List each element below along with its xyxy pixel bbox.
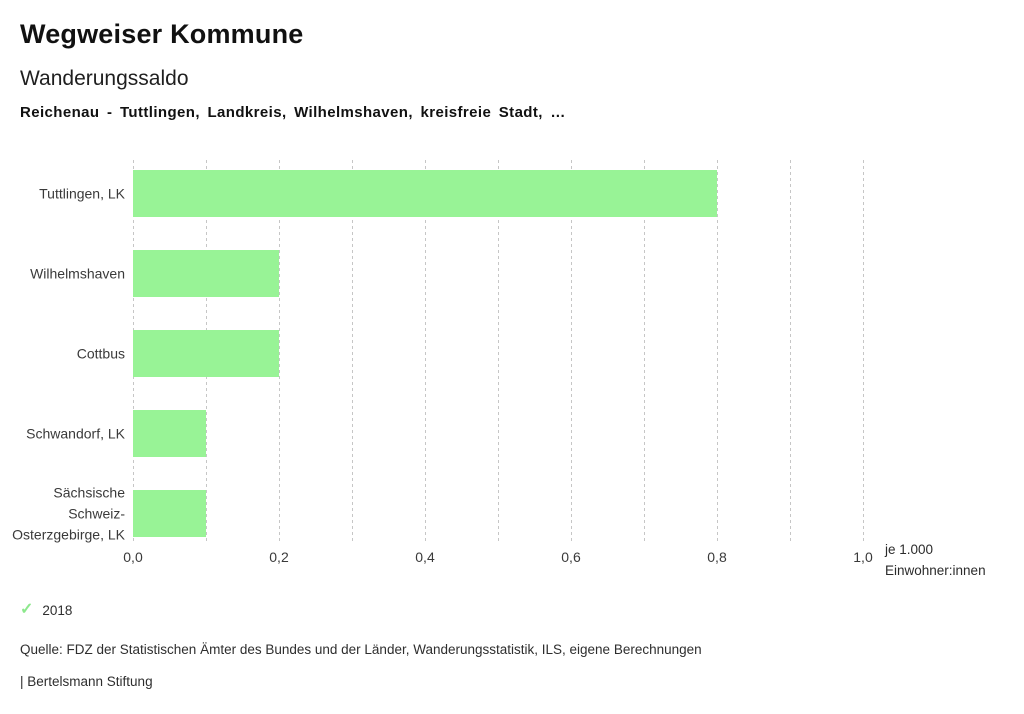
category-label: Wilhelmshaven bbox=[30, 265, 125, 281]
gridline bbox=[717, 160, 718, 541]
legend-year-toggle[interactable]: ✓ 2018 bbox=[20, 602, 72, 618]
category-label: Schwandorf, LK bbox=[26, 425, 125, 441]
gridline bbox=[352, 160, 353, 541]
x-tick-label: 1,0 bbox=[853, 549, 873, 565]
legend-year-label: 2018 bbox=[42, 602, 73, 618]
source-note: Quelle: FDZ der Statistischen Ämter des … bbox=[20, 642, 702, 657]
gridline bbox=[498, 160, 499, 541]
x-tick-label: 0,6 bbox=[561, 549, 581, 565]
x-axis-ticks: 0,0 0,2 0,4 0,6 0,8 1,0 bbox=[123, 549, 872, 567]
x-tick-label: 0,4 bbox=[415, 549, 435, 565]
bar[interactable] bbox=[133, 330, 279, 377]
check-icon: ✓ bbox=[20, 601, 34, 618]
indicator-title: Wanderungssaldo bbox=[20, 67, 189, 90]
axis-unit-label: je 1.000 Einwohner:innen bbox=[885, 540, 986, 581]
gridline bbox=[644, 160, 645, 541]
bar[interactable] bbox=[133, 170, 717, 217]
selected-regions: Reichenau - Tuttlingen, Landkreis, Wilhe… bbox=[20, 104, 566, 121]
gridline bbox=[790, 160, 791, 541]
gridline bbox=[425, 160, 426, 541]
x-tick-label: 0,8 bbox=[707, 549, 727, 565]
bars bbox=[133, 160, 863, 541]
x-tick-label: 0,0 bbox=[123, 549, 143, 565]
app-title: Wegweiser Kommune bbox=[20, 19, 304, 49]
axis-unit-line2: Einwohner:innen bbox=[885, 562, 986, 578]
brand-note: | Bertelsmann Stiftung bbox=[20, 674, 153, 689]
axis-unit-line1: je 1.000 bbox=[885, 542, 934, 557]
gridline bbox=[863, 160, 864, 541]
bar[interactable] bbox=[133, 490, 206, 537]
bar[interactable] bbox=[133, 250, 279, 297]
category-labels: Tuttlingen, LK Wilhelmshaven Cottbus Schwan… bbox=[0, 160, 125, 542]
gridline bbox=[279, 160, 280, 541]
plot-area bbox=[133, 160, 864, 541]
category-label: Tuttlingen, LK bbox=[39, 185, 125, 201]
category-label: Sächsische Schweiz-Osterzgebirge, LK bbox=[12, 484, 125, 542]
gridline bbox=[571, 160, 572, 541]
category-label: Cottbus bbox=[76, 345, 125, 361]
bar[interactable] bbox=[133, 410, 206, 457]
x-tick-label: 0,2 bbox=[269, 549, 289, 565]
